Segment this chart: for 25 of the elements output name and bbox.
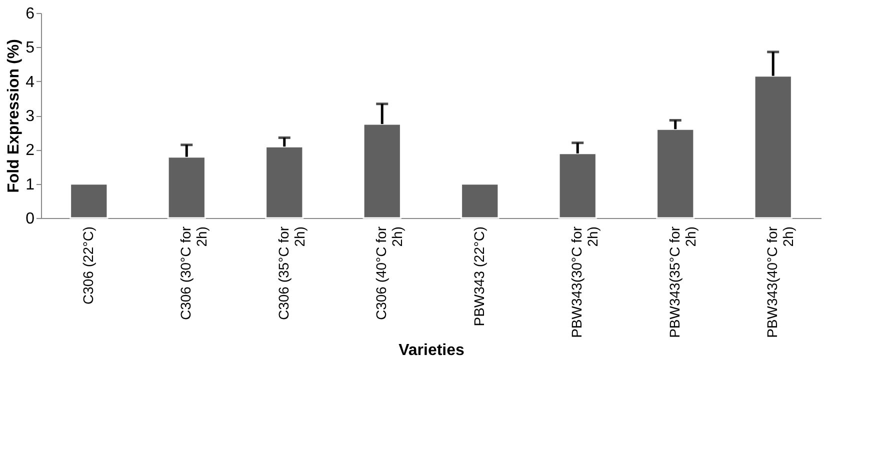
x-tick-label: PBW343(40°C for 2h) — [764, 226, 796, 338]
x-tick-label: C306 (35°C for 2h) — [275, 226, 308, 320]
bar — [656, 128, 695, 219]
x-tick-label: PBW343(30°C for 2h) — [568, 226, 601, 338]
bar — [754, 75, 792, 219]
x-tick-label: PBW343 (22°C) — [470, 226, 487, 326]
x-tick-label: C306 (40°C for 2h) — [373, 226, 406, 320]
bar — [558, 152, 597, 219]
x-tick-label: C306 (22°C) — [80, 226, 96, 304]
y-tick-label: 3 — [26, 108, 35, 125]
y-tick-label: 1 — [26, 176, 35, 194]
x-axis-title: Varieties — [398, 342, 465, 359]
x-tick-label: PBW343(35°C for 2h) — [666, 226, 698, 338]
bar — [362, 123, 402, 219]
y-tick-label: 6 — [26, 6, 35, 22]
y-tick-label: 2 — [26, 142, 35, 160]
y-tick-label: 0 — [26, 210, 35, 228]
y-tick-label: 4 — [26, 74, 35, 91]
bar — [70, 183, 108, 219]
bar — [460, 183, 500, 219]
bar — [167, 156, 206, 219]
y-tick-label: 5 — [26, 40, 35, 57]
x-tick-label: C306 (30°C for 2h) — [178, 226, 210, 320]
y-axis-title: Fold Expression (%) — [6, 39, 23, 193]
bar — [265, 146, 304, 219]
